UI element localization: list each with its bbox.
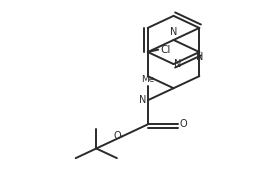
- Text: N: N: [170, 27, 177, 37]
- Text: N: N: [139, 95, 146, 105]
- Text: Me: Me: [141, 75, 155, 84]
- Text: O: O: [114, 131, 121, 141]
- Text: Cl: Cl: [160, 45, 170, 55]
- Text: N: N: [174, 59, 181, 69]
- Text: O: O: [179, 119, 187, 129]
- Text: N: N: [196, 52, 203, 62]
